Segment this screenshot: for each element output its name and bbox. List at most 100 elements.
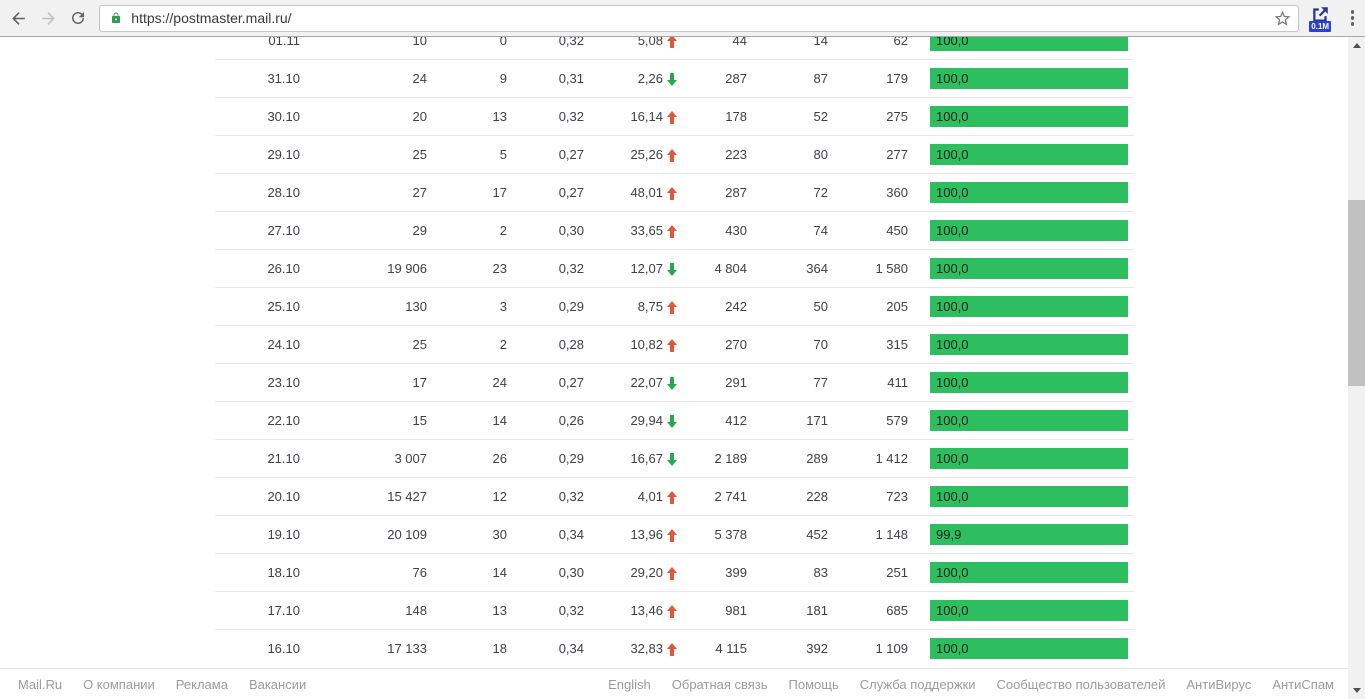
table-row: 24.10 25 2 0,28 10,82 270 70 315 100,0 (0, 326, 1348, 364)
reload-button[interactable] (66, 4, 90, 32)
cell-value: 3 007 (394, 451, 427, 466)
row-separator (215, 477, 1134, 478)
cell-value: 14 (813, 37, 828, 48)
table-row: 21.10 3 007 26 0,29 16,67 2 189 289 1 412 100,0 (0, 440, 1348, 478)
delivery-rate-bar: 100,0 (930, 334, 1128, 355)
cell-value: 17 (492, 185, 507, 200)
cell-date: 25.10 (267, 299, 300, 314)
scroll-up-icon (1352, 43, 1361, 48)
cell-value: 2 (499, 223, 507, 238)
back-button[interactable] (6, 4, 30, 32)
cell-value: 411 (887, 375, 908, 390)
cell-value: 251 (886, 565, 908, 580)
browser-toolbar: https://postmaster.mail.ru/ 0.1M (0, 0, 1365, 37)
back-arrow-icon (11, 11, 25, 25)
footer-link[interactable]: АнтиВирус (1186, 676, 1252, 692)
scroll-down-icon (1352, 688, 1361, 693)
cell-date: 30.10 (267, 109, 300, 124)
cell-delta: 5,08 (638, 37, 677, 60)
cell-value: 0,29 (558, 299, 584, 314)
delivery-rate-bar: 100,0 (930, 182, 1128, 203)
address-bar[interactable]: https://postmaster.mail.ru/ (99, 4, 1300, 32)
footer-link[interactable]: English (608, 676, 651, 692)
table-row: 22.10 15 14 0,26 29,94 412 171 579 100,0 (0, 402, 1348, 440)
footer-link[interactable]: АнтиСпам (1272, 676, 1334, 692)
row-separator (215, 401, 1134, 402)
table-row: 25.10 130 3 0,29 8,75 242 50 205 100,0 (0, 288, 1348, 326)
cell-delta: 13,46 (630, 592, 677, 630)
delivery-rate-bar: 100,0 (930, 638, 1128, 659)
cell-date: 24.10 (267, 337, 300, 352)
footer-link[interactable]: Сообщество пользователей (996, 676, 1166, 692)
extension-button[interactable]: 0.1M (1307, 2, 1334, 34)
footer-link[interactable]: Служба поддержки (859, 676, 976, 692)
browser-menu-button[interactable] (1340, 4, 1365, 32)
cell-value: 27 (412, 185, 427, 200)
bookmark-star-icon[interactable] (1273, 9, 1292, 28)
cell-value: 289 (806, 451, 828, 466)
table-row: 26.10 19 906 23 0,32 12,07 4 804 364 1 580 100,0 (0, 250, 1348, 288)
menu-dot (1350, 22, 1355, 26)
cell-value: 18 (492, 641, 507, 656)
cell-value: 17 (412, 375, 427, 390)
cell-value: 287 (725, 185, 747, 200)
cell-value: 0,28 (558, 337, 584, 352)
footer-link[interactable]: Mail.Ru (18, 676, 63, 692)
vertical-scrollbar[interactable] (1348, 37, 1365, 699)
footer-link[interactable]: Помощь (788, 676, 839, 692)
footer-link[interactable]: О компании (83, 676, 155, 692)
row-separator (215, 97, 1134, 98)
trend-up-arrow-icon (667, 604, 677, 618)
cell-value: 19 906 (387, 261, 427, 276)
cell-date: 28.10 (267, 185, 300, 200)
cell-value: 205 (886, 299, 908, 314)
table-row: 01.11 10 0 0,32 5,08 44 14 62 100,0 (0, 37, 1348, 60)
forward-button[interactable] (36, 4, 60, 32)
footer-link[interactable]: Обратная связь (671, 676, 768, 692)
cell-value: 12 (492, 489, 507, 504)
cell-date: 17.10 (267, 603, 300, 618)
trend-up-arrow-icon (667, 110, 677, 124)
table-row: 31.10 24 9 0,31 2,26 287 87 179 100,0 (0, 60, 1348, 98)
row-separator (215, 629, 1134, 630)
cell-value: 87 (813, 71, 828, 86)
trend-up-arrow-icon (667, 37, 677, 48)
table-row: 19.10 20 109 30 0,34 13,96 5 378 452 1 148 99,9 (0, 516, 1348, 554)
cell-date: 29.10 (267, 147, 300, 162)
trend-up-arrow-icon (667, 642, 677, 656)
forward-arrow-icon (41, 11, 55, 25)
footer-link[interactable]: Вакансии (248, 676, 307, 692)
reload-icon (72, 12, 85, 24)
scrollbar-down-button[interactable] (1348, 682, 1365, 699)
cell-value: 0,34 (558, 641, 584, 656)
cell-value: 0,31 (558, 71, 584, 86)
cell-delta: 22,07 (630, 364, 677, 402)
scrollbar-thumb[interactable] (1348, 200, 1365, 386)
cell-value: 30 (492, 527, 507, 542)
row-separator (215, 439, 1134, 440)
delivery-rate-bar: 100,0 (930, 68, 1128, 89)
cell-value: 72 (813, 185, 828, 200)
url-text[interactable]: https://postmaster.mail.ru/ (131, 10, 292, 26)
cell-value: 275 (886, 109, 908, 124)
cell-value: 981 (725, 603, 747, 618)
delivery-rate-bar: 100,0 (930, 37, 1128, 51)
https-lock-icon[interactable] (110, 11, 122, 25)
cell-value: 2 741 (714, 489, 747, 504)
cell-value: 364 (806, 261, 828, 276)
footer-links-left: Mail.Ru О компании Реклама Вакансии (18, 677, 306, 692)
cell-value: 0,32 (558, 603, 584, 618)
cell-value: 0,27 (558, 185, 584, 200)
cell-value: 315 (886, 337, 908, 352)
table-row: 28.10 27 17 0,27 48,01 287 72 360 100,0 (0, 174, 1348, 212)
footer-link[interactable]: Реклама (175, 676, 228, 692)
trend-down-arrow-icon (667, 262, 677, 276)
scrollbar-up-button[interactable] (1348, 37, 1365, 54)
cell-date: 16.10 (267, 641, 300, 656)
cell-value: 44 (732, 37, 747, 48)
menu-dot (1350, 10, 1355, 14)
cell-date: 27.10 (267, 223, 300, 238)
cell-value: 24 (492, 375, 507, 390)
cell-value: 3 (499, 299, 507, 314)
cell-value: 277 (886, 147, 908, 162)
